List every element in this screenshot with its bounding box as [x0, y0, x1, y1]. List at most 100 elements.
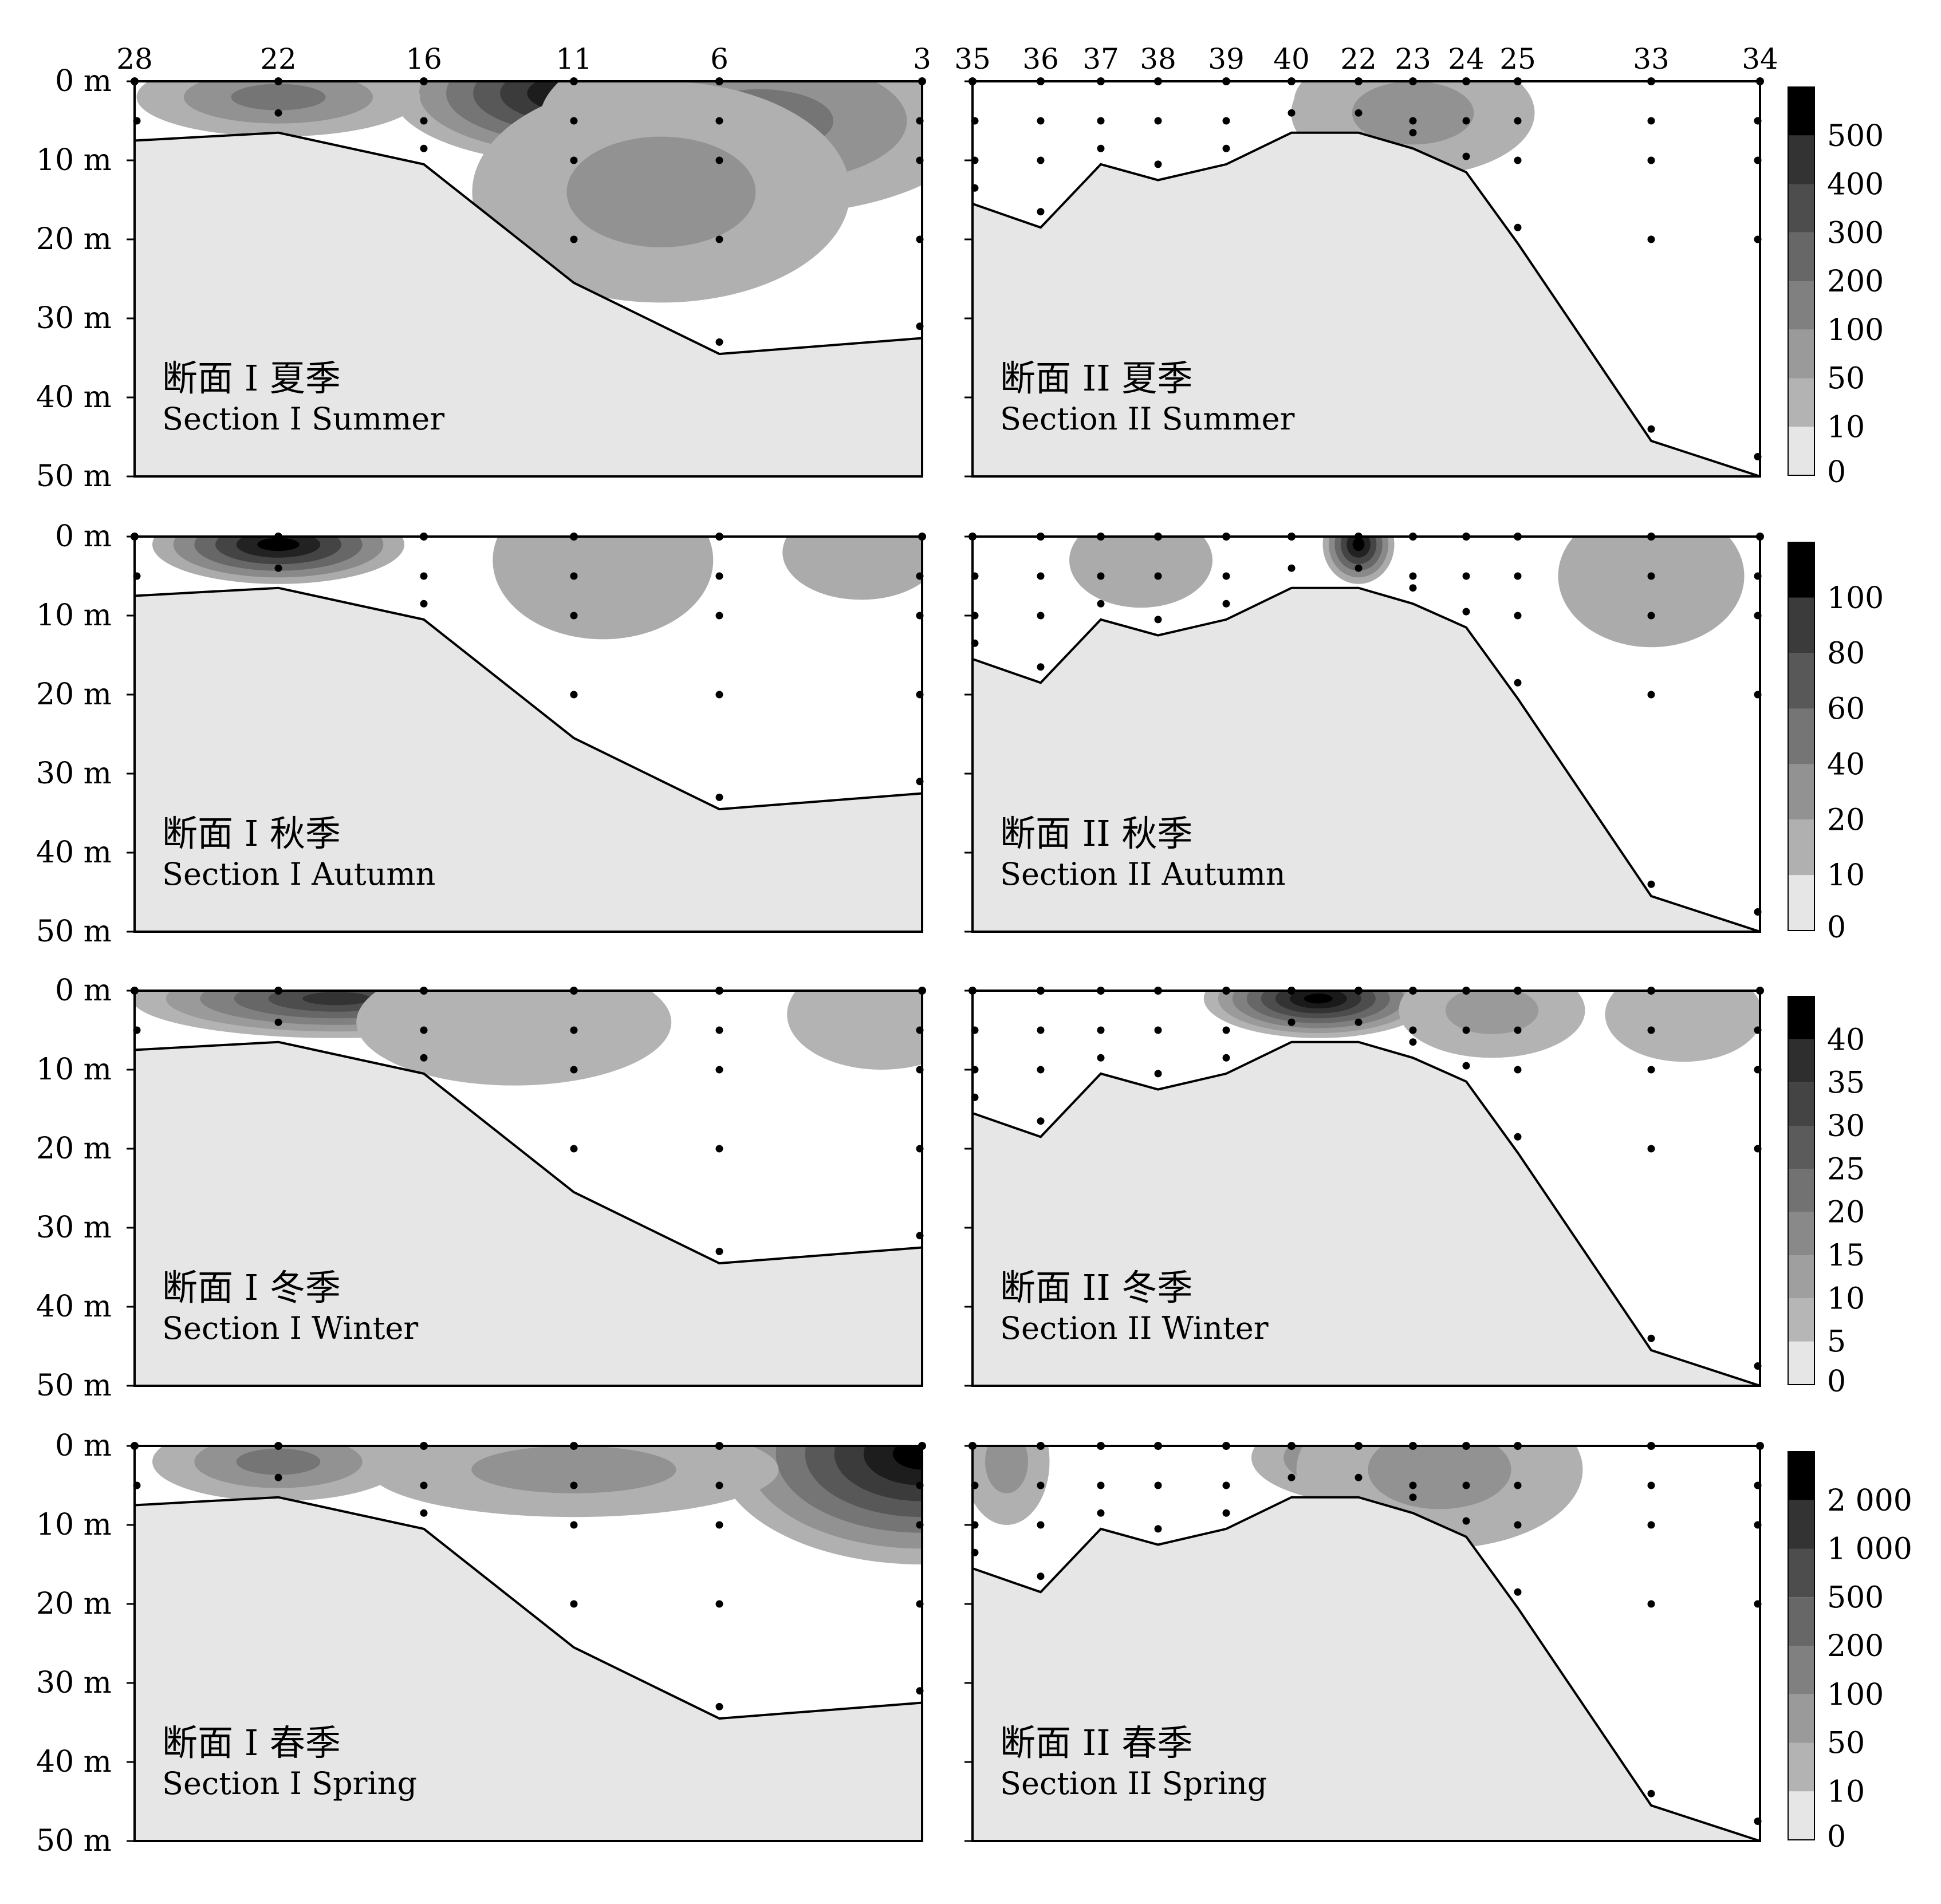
- contour-band-0-level-6: [863, 1446, 922, 1486]
- station-top-marker: [918, 1442, 926, 1450]
- seafloor-profile-line: [972, 1040, 1761, 1387]
- sampling-point: [1647, 117, 1655, 125]
- depth-tick-label: 30 m: [36, 301, 112, 336]
- sampling-point: [1647, 235, 1655, 243]
- sampling-point: [420, 1481, 428, 1489]
- station-top-marker: [274, 533, 282, 541]
- sampling-point: [274, 1018, 282, 1026]
- sampling-point: [1514, 223, 1522, 231]
- sampling-point: [1355, 1018, 1363, 1026]
- station-label: 6: [710, 42, 729, 76]
- sampling-point: [1647, 1600, 1655, 1608]
- depth-tick-label: 50 m: [36, 914, 112, 949]
- station-top-marker: [1037, 77, 1045, 85]
- sampling-point: [1647, 572, 1655, 580]
- sampling-point: [1514, 1133, 1522, 1141]
- sampling-point: [1288, 1473, 1296, 1481]
- contour-bands: [136, 81, 922, 303]
- sampling-point: [1754, 572, 1762, 580]
- depth-tick-label: 20 m: [36, 1132, 112, 1166]
- sampling-point: [1097, 572, 1105, 580]
- sampling-point: [1097, 1509, 1105, 1517]
- depth-tick-label: 0 m: [55, 1429, 112, 1463]
- colorbar-segment: [1788, 1500, 1814, 1549]
- sampling-point: [1037, 612, 1045, 620]
- sampling-point: [1514, 156, 1522, 164]
- colorbar-tick-label: 300: [1827, 216, 1884, 250]
- sampling-point: [916, 1145, 924, 1153]
- station-top-marker: [1037, 987, 1045, 995]
- colorbar-frame: [1788, 542, 1815, 931]
- colorbar-frame: [1788, 86, 1815, 476]
- colorbar-tick-label: 5: [1827, 1325, 1846, 1359]
- contour-band-0-level-6: [1352, 538, 1365, 551]
- colorbar-tick-label: 40: [1827, 1023, 1865, 1057]
- station-top-marker: [570, 1442, 578, 1450]
- sampling-point: [971, 639, 979, 647]
- contour-band-2-level-1: [782, 537, 922, 600]
- contour-band-0-level-6: [257, 538, 300, 551]
- sampling-point: [715, 117, 723, 125]
- station-top-marker: [1154, 77, 1162, 85]
- sampling-point: [1754, 1600, 1762, 1608]
- contour-band-1-level-2: [1352, 81, 1474, 145]
- sampling-point: [1409, 1493, 1417, 1501]
- colorbar-segment: [1788, 1341, 1814, 1385]
- water-column: [973, 537, 1760, 932]
- station-label: 16: [405, 42, 442, 76]
- station-top-marker: [420, 533, 428, 541]
- sampling-point: [1754, 117, 1762, 125]
- sampling-point: [1037, 1572, 1045, 1580]
- station-top-marker: [1222, 1442, 1230, 1450]
- sampling-point: [1097, 144, 1105, 152]
- station-top-marker: [1514, 77, 1522, 85]
- station-label: 39: [1208, 42, 1245, 76]
- sampling-point: [1462, 572, 1470, 580]
- station-top-marker: [918, 987, 926, 995]
- sampling-point: [570, 1026, 578, 1034]
- station-label: 24: [1448, 42, 1485, 76]
- colorbar-segment: [1788, 875, 1814, 931]
- sampling-point: [570, 1066, 578, 1074]
- panel-title-en: Section I Autumn: [162, 856, 435, 892]
- station-top-marker: [1756, 533, 1764, 541]
- colorbar-tick-label: 500: [1827, 1580, 1884, 1615]
- station-label: 25: [1499, 42, 1536, 76]
- sampling-point: [1097, 1054, 1105, 1062]
- colorbar-segment: [1788, 597, 1814, 653]
- water-column: [135, 991, 922, 1264]
- station-top-marker: [1154, 533, 1162, 541]
- contour-band-0-level-8: [1304, 994, 1333, 1004]
- sampling-point: [916, 235, 924, 243]
- panel-frame: [133, 1445, 923, 1842]
- sampling-point: [916, 1066, 924, 1074]
- station-top-marker: [1154, 1442, 1162, 1450]
- station-top-marker: [1288, 1442, 1296, 1450]
- colorbar-tick-label: 10: [1827, 410, 1865, 444]
- panels-layer: 0 m10 m20 m30 m40 m50 m28 22 16 11 6 3断面 I 夏季…: [36, 42, 1912, 1858]
- sampling-point: [1754, 156, 1762, 164]
- sampling-point: [1754, 1145, 1762, 1153]
- seafloor-profile-line: [134, 131, 923, 356]
- sampling-point: [916, 612, 924, 620]
- colorbar-segment: [1788, 427, 1814, 475]
- sampling-point: [1754, 1066, 1762, 1074]
- sampling-point: [1754, 1026, 1762, 1034]
- sampling-point: [715, 1702, 723, 1710]
- sampling-point: [1037, 663, 1045, 671]
- colorbar-segment: [1788, 996, 1814, 1040]
- sampling-point: [1288, 109, 1296, 117]
- sampling-point: [1154, 572, 1162, 580]
- seafloor-profile-line: [134, 1496, 923, 1720]
- colorbar-frame: [1788, 1451, 1815, 1840]
- station-label: 35: [954, 42, 991, 76]
- sampling-point: [916, 1687, 924, 1695]
- panel-title-cn: 断面 II 夏季: [1000, 357, 1192, 399]
- contour-band-1-level-3: [231, 84, 326, 111]
- sampling-point: [971, 612, 979, 620]
- depth-tick-label: 0 m: [55, 64, 112, 98]
- sampling-point: [1647, 1026, 1655, 1034]
- station-label: 23: [1395, 42, 1431, 76]
- station-label: 37: [1082, 42, 1119, 76]
